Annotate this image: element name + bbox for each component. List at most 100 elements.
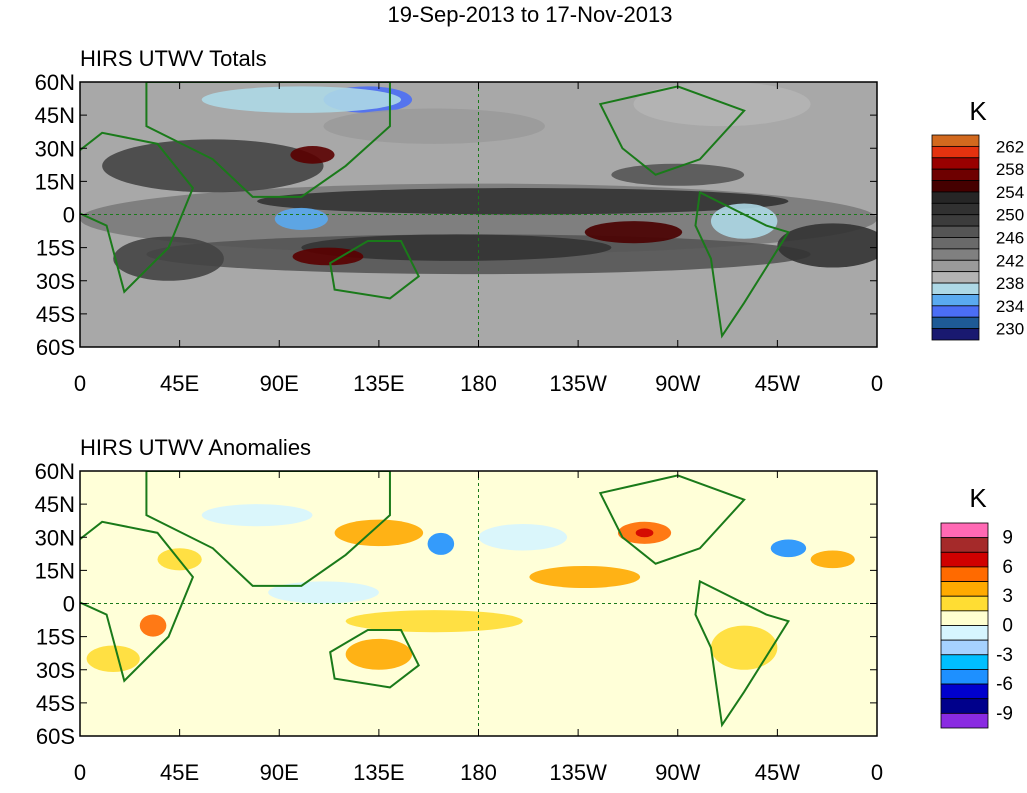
continent-outline [145, 82, 391, 198]
lon-tick-label: 0 [871, 760, 883, 785]
colorbar-label: 3 [1002, 586, 1013, 607]
field-contour [102, 139, 324, 193]
lon-tick-label: 90E [260, 760, 299, 785]
colorbar-label: 258 [996, 160, 1024, 179]
lon-tick-label: 180 [460, 371, 497, 396]
lon-tick-label: 135E [353, 371, 404, 396]
colorbar-box [940, 522, 989, 539]
lat-tick-label: 45N [35, 103, 75, 128]
colorbar-box [931, 180, 980, 193]
lon-tick-label: 0 [74, 371, 86, 396]
field-contour [529, 565, 641, 589]
colorbar-box [931, 248, 980, 261]
colorbar-label: 262 [996, 137, 1024, 156]
continent-outline [145, 471, 391, 587]
field-contour [770, 539, 807, 558]
colorbar-label: 234 [996, 297, 1024, 316]
colorbar-box [931, 145, 980, 159]
lon-tick-label: 45W [755, 371, 800, 396]
field-contour [201, 504, 313, 527]
field-contour [290, 146, 335, 164]
field-contour [427, 532, 455, 555]
units-label-totals: K [969, 96, 987, 126]
lat-tick-label: 15N [35, 558, 75, 583]
lat-tick-label: 30S [36, 269, 75, 294]
lat-tick-label: 30S [36, 658, 75, 683]
map-field [80, 471, 877, 736]
lon-tick-label: 0 [74, 760, 86, 785]
field-contour [584, 221, 683, 244]
colorbar-box [940, 669, 989, 685]
field-contour [478, 524, 568, 551]
colorbar-box [931, 328, 980, 341]
units-label-anomalies: K [969, 483, 987, 513]
colorbar-box [931, 134, 980, 147]
continent-outline [329, 629, 420, 689]
colorbar-box [931, 305, 980, 318]
colorbar-label: 238 [996, 274, 1024, 293]
lon-tick-label: 45E [160, 371, 199, 396]
colorbar-box [940, 654, 989, 670]
colorbar-label: 246 [996, 229, 1024, 248]
lat-tick-label: 15N [35, 169, 75, 194]
colorbar-label: 9 [1002, 528, 1013, 549]
map-panel-0: 60N 45N 30N 15N 0 15S 30S 45S 60S 0 45E 90E 135E 180 1… [35, 70, 1025, 396]
colorbar-box [940, 595, 989, 612]
colorbar-box [940, 639, 989, 656]
lat-tick-label: 60N [35, 459, 75, 484]
colorbar-box [931, 157, 980, 170]
panel-title-totals: HIRS UTWV Totals [80, 46, 267, 71]
field-contour [633, 82, 811, 127]
field-contour [257, 188, 789, 215]
colorbar-box [931, 259, 980, 273]
lat-tick-label: 60N [35, 70, 75, 95]
colorbar-box [931, 294, 980, 307]
field-contour [810, 550, 855, 569]
lon-tick-label: 90E [260, 371, 299, 396]
continent-outline [694, 579, 790, 728]
lat-tick-label: 15S [36, 625, 75, 650]
field-contour [292, 247, 364, 266]
lat-tick-label: 60S [36, 724, 75, 749]
continent-outline [80, 520, 195, 683]
lat-tick-label: 60S [36, 335, 75, 360]
colorbar-box [940, 537, 989, 553]
lon-tick-label: 135E [353, 760, 404, 785]
lat-tick-label: 0 [63, 592, 75, 617]
map-field [80, 82, 877, 347]
colorbar-label: 254 [996, 183, 1024, 202]
field-contour [274, 207, 328, 230]
colorbar-box [931, 271, 980, 284]
lon-tick-label: 90W [655, 760, 700, 785]
continent-outline [694, 190, 790, 339]
lat-tick-label: 15S [36, 236, 75, 261]
lat-tick-label: 45S [36, 691, 75, 716]
colorbar-box [931, 191, 980, 204]
field-contour [345, 638, 413, 670]
colorbar-label: -9 [996, 703, 1013, 724]
field-contour [86, 645, 140, 672]
lat-tick-label: 45N [35, 492, 75, 517]
colorbar-box [931, 237, 980, 250]
lat-tick-label: 0 [63, 203, 75, 228]
colorbar-box [940, 581, 989, 597]
continent-outline [329, 240, 420, 300]
field-contour [635, 528, 654, 538]
colorbar-label: -6 [996, 674, 1013, 695]
map-panel-1: 60N 45N 30N 15N 0 15S 30S 45S 60S 0 45E 90E 135E 180 1… [35, 459, 1013, 785]
colorbar-box [940, 551, 989, 568]
colorbar-box [931, 214, 980, 227]
lon-tick-label: 135W [549, 371, 607, 396]
lat-tick-label: 45S [36, 302, 75, 327]
colorbar-box [931, 168, 980, 181]
continent-outline [80, 131, 195, 294]
colorbar-label: 250 [996, 206, 1024, 225]
colorbar-label: 230 [996, 320, 1024, 339]
main-title: 19-Sep-2013 to 17-Nov-2013 [388, 2, 673, 27]
colorbar-box [940, 566, 989, 582]
colorbar-box [931, 202, 980, 216]
field-contour [323, 108, 545, 144]
colorbar-label: 242 [996, 251, 1024, 270]
field-contour [139, 614, 167, 637]
